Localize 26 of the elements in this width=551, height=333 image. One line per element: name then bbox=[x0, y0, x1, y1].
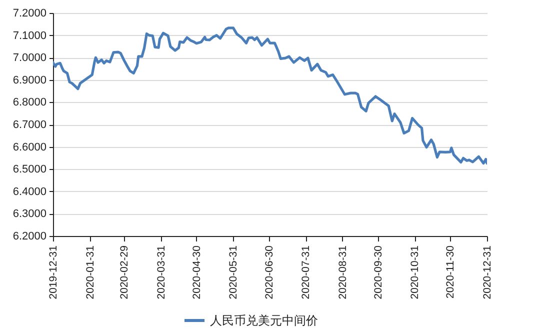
x-tick-label: 2020-08-31 bbox=[336, 245, 349, 300]
line-series bbox=[53, 26, 487, 165]
x-tick-label: 2020-11-30 bbox=[444, 245, 457, 298]
x-tick-label: 2020-07-31 bbox=[300, 245, 312, 300]
y-tick-label: 6.6000 bbox=[12, 141, 46, 154]
x-tick-label: 2020-02-29 bbox=[118, 245, 131, 300]
y-tick-label: 6.8000 bbox=[12, 96, 46, 109]
x-tick-label: 2020-06-30 bbox=[263, 245, 276, 300]
y-tick-label: 6.7000 bbox=[12, 119, 46, 131]
y-tick-label: 6.5000 bbox=[12, 164, 46, 176]
y-tick-label: 6.2000 bbox=[12, 230, 46, 242]
x-tick-label: 2020-12-31 bbox=[482, 245, 494, 300]
x-tick-label: 2020-10-31 bbox=[409, 245, 422, 300]
x-tick-label: 2020-09-30 bbox=[372, 245, 384, 300]
y-tick-label: 6.3000 bbox=[12, 208, 46, 220]
y-tick-label: 7.2000 bbox=[12, 8, 46, 20]
legend-label: 人民币兑美元中间价 bbox=[210, 314, 318, 328]
y-tick-label: 6.4000 bbox=[12, 186, 46, 198]
x-tick-label: 2020-04-30 bbox=[190, 245, 203, 300]
y-tick-label: 6.9000 bbox=[12, 74, 46, 86]
x-tick-label: 2020-03-31 bbox=[155, 245, 168, 300]
x-tick-label: 2020-05-31 bbox=[228, 245, 240, 300]
y-tick-label: 7.1000 bbox=[12, 30, 46, 42]
x-tick-label: 2019-12-31 bbox=[48, 245, 60, 300]
x-tick-label: 2020-01-31 bbox=[84, 245, 96, 300]
y-tick-label: 7.0000 bbox=[12, 52, 46, 64]
